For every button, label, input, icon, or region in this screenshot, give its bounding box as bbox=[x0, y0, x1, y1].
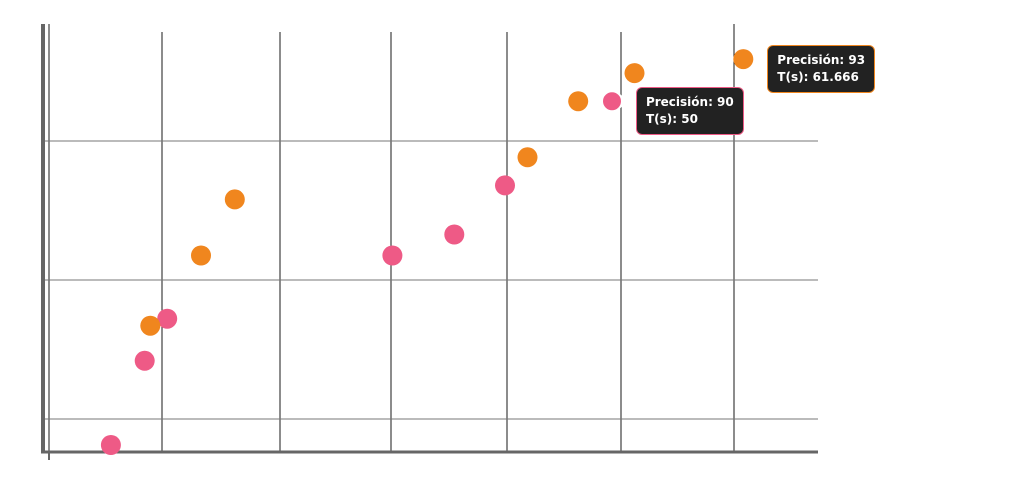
data-point bbox=[601, 90, 623, 113]
data-point bbox=[568, 91, 589, 112]
tooltip-precision: Precisión: 93 bbox=[777, 53, 866, 68]
data-point bbox=[624, 63, 645, 84]
data-point bbox=[382, 245, 403, 266]
data-point bbox=[224, 189, 245, 210]
axes bbox=[41, 24, 818, 460]
data-point bbox=[517, 147, 538, 168]
data-points bbox=[100, 49, 754, 455]
tooltip: Precisión: 90 T(s): 50 bbox=[635, 87, 744, 136]
tooltip-time: T(s): 61.666 bbox=[777, 70, 859, 85]
data-point bbox=[444, 224, 465, 245]
tooltip: Precisión: 93 T(s): 61.666 bbox=[767, 45, 876, 94]
data-point bbox=[191, 245, 211, 266]
data-point bbox=[100, 435, 121, 455]
data-point bbox=[134, 350, 155, 371]
data-point bbox=[157, 308, 178, 329]
data-point bbox=[733, 49, 754, 70]
tooltip-time: T(s): 50 bbox=[645, 112, 698, 127]
tooltip-precision: Precisión: 90 bbox=[645, 95, 734, 110]
data-point bbox=[140, 315, 161, 336]
data-point bbox=[495, 175, 515, 196]
